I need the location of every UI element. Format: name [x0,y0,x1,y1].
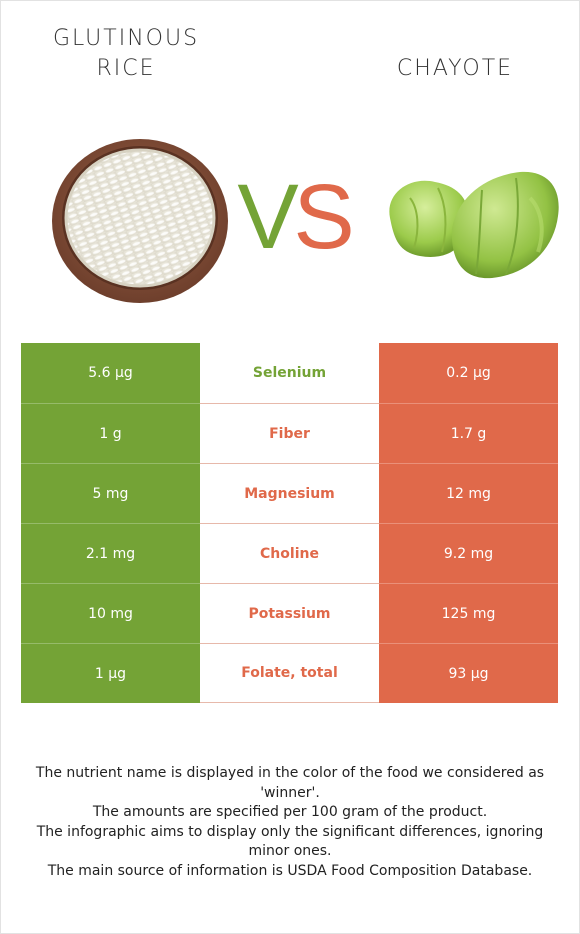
table-row: 5.6 µg Selenium 0.2 µg [21,343,558,403]
left-food-title-line2: RICE [96,56,156,81]
table-row: 10 mg Potassium 125 mg [21,583,558,643]
vs-mark: V S [237,166,354,260]
table-row: 1 µg Folate, total 93 µg [21,643,558,703]
footer-line-amounts: The amounts are specified per 100 gram o… [92,804,488,820]
right-value-cell: 93 µg [379,643,558,703]
footer-line-source: The main source of information is USDA F… [47,862,533,879]
vs-s-letter: S [293,166,354,260]
table-row: 5 mg Magnesium 12 mg [21,463,558,523]
left-value-cell: 1 µg [21,643,200,703]
right-food-title: CHAYOTE [396,56,514,81]
nutrient-name-cell: Choline [200,523,379,583]
right-value-cell: 0.2 µg [379,343,558,403]
table-row: 2.1 mg Choline 9.2 mg [21,523,558,583]
rice-bowl-image [52,139,228,303]
right-value-cell: 125 mg [379,583,558,643]
left-value-cell: 2.1 mg [21,523,200,583]
left-value-cell: 10 mg [21,583,200,643]
right-value-cell: 12 mg [379,463,558,523]
vs-v-letter: V [237,166,298,260]
right-value-cell: 9.2 mg [379,523,558,583]
footer-line-winner: The nutrient name is displayed in the co… [35,765,545,801]
right-value-cell: 1.7 g [379,403,558,463]
left-food-title-line1: GLUTINOUS [52,26,200,51]
nutrient-name-cell: Selenium [200,343,379,403]
nutrient-name-cell: Fiber [200,403,379,463]
left-value-cell: 1 g [21,403,200,463]
footer-line-aim: The infographic aims to display only the… [36,823,544,860]
chayote-image [389,171,559,279]
nutrient-name-cell: Folate, total [200,643,379,703]
footer-notes: The nutrient name is displayed in the co… [20,764,560,881]
nutrient-name-cell: Magnesium [200,463,379,523]
left-value-cell: 5.6 µg [21,343,200,403]
table-row: 1 g Fiber 1.7 g [21,403,558,463]
left-value-cell: 5 mg [21,463,200,523]
nutrient-name-cell: Potassium [200,583,379,643]
left-food-title: GLUTINOUS RICE [20,24,232,84]
